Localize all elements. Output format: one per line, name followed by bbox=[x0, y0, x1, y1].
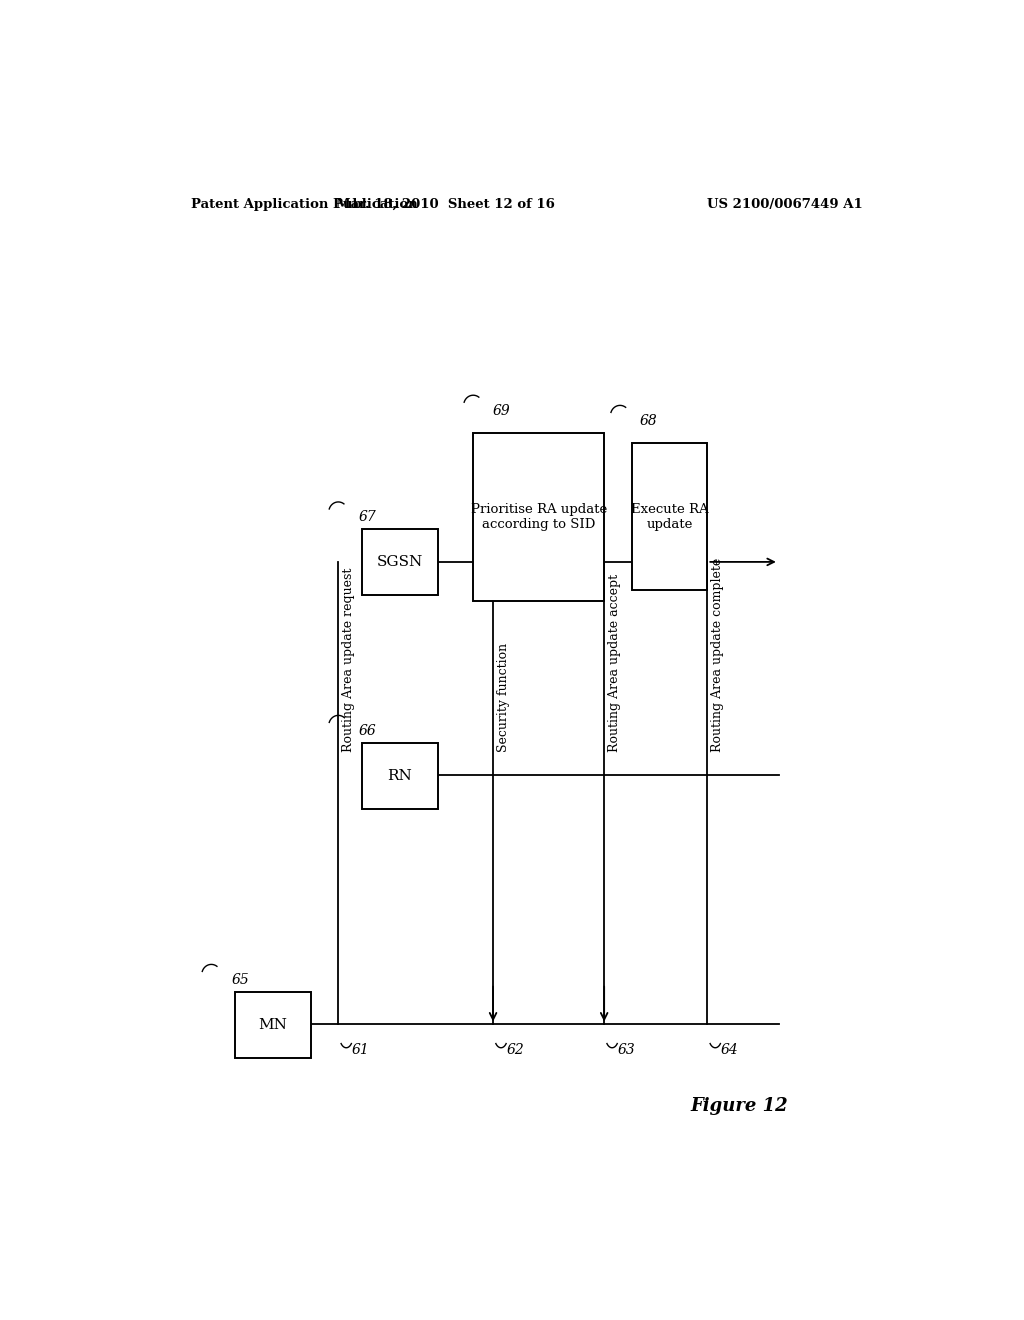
Text: 63: 63 bbox=[617, 1043, 636, 1057]
Text: US 2100/0067449 A1: US 2100/0067449 A1 bbox=[708, 198, 863, 211]
Bar bbox=[362, 743, 437, 809]
Bar bbox=[473, 433, 604, 601]
Text: 64: 64 bbox=[721, 1043, 738, 1057]
Text: Prioritise RA update
according to SID: Prioritise RA update according to SID bbox=[471, 503, 607, 531]
Text: 62: 62 bbox=[507, 1043, 524, 1057]
Text: Routing Area update request: Routing Area update request bbox=[342, 568, 355, 752]
Text: RN: RN bbox=[387, 768, 413, 783]
Text: 67: 67 bbox=[358, 511, 376, 524]
Text: Patent Application Publication: Patent Application Publication bbox=[191, 198, 418, 211]
Bar bbox=[632, 444, 708, 590]
Text: 66: 66 bbox=[358, 723, 376, 738]
Text: Figure 12: Figure 12 bbox=[690, 1097, 787, 1114]
Text: Execute RA
update: Execute RA update bbox=[631, 503, 709, 531]
Text: Mar. 18, 2010  Sheet 12 of 16: Mar. 18, 2010 Sheet 12 of 16 bbox=[336, 198, 555, 211]
Text: Security function: Security function bbox=[497, 643, 510, 752]
Text: 61: 61 bbox=[352, 1043, 370, 1057]
Bar bbox=[362, 529, 437, 595]
Text: Routing Area update accept: Routing Area update accept bbox=[608, 574, 621, 752]
Text: 65: 65 bbox=[231, 973, 249, 987]
Text: SGSN: SGSN bbox=[377, 556, 423, 569]
Text: 69: 69 bbox=[494, 404, 511, 417]
Text: MN: MN bbox=[258, 1018, 288, 1032]
Text: 68: 68 bbox=[640, 413, 657, 428]
Bar bbox=[236, 991, 310, 1057]
Text: Routing Area update complete: Routing Area update complete bbox=[711, 558, 724, 752]
